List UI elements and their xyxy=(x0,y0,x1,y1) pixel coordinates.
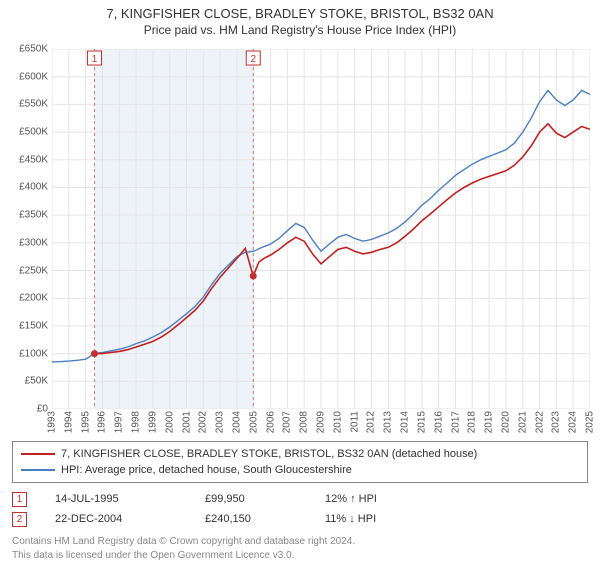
note-delta: 11% ↓ HPI xyxy=(325,513,376,525)
chart-title: 7, KINGFISHER CLOSE, BRADLEY STOKE, BRIS… xyxy=(0,0,600,21)
x-tick-label: 2019 xyxy=(484,411,495,433)
x-tick-label: 2018 xyxy=(467,411,478,433)
x-tick-label: 2015 xyxy=(416,411,427,433)
legend-label: HPI: Average price, detached house, Sout… xyxy=(61,464,352,476)
x-tick-label: 1993 xyxy=(47,411,58,433)
note-price: £99,950 xyxy=(205,493,325,505)
y-tick-label: £650K xyxy=(4,44,48,55)
x-tick-label: 2001 xyxy=(181,411,192,433)
chart: 12 £0£50K£100K£150K£200K£250K£300K£350K£… xyxy=(4,43,596,437)
note-row: 2 22-DEC-2004£240,15011% ↓ HPI xyxy=(12,509,588,529)
note-price: £240,150 xyxy=(205,513,325,525)
chart-subtitle: Price paid vs. HM Land Registry's House … xyxy=(0,21,600,43)
y-tick-label: £550K xyxy=(4,99,48,110)
x-tick-label: 2004 xyxy=(231,411,242,433)
x-tick-label: 2016 xyxy=(433,411,444,433)
x-tick-label: 2002 xyxy=(198,411,209,433)
y-tick-label: £300K xyxy=(4,237,48,248)
x-tick-label: 2023 xyxy=(551,411,562,433)
x-tick-label: 2014 xyxy=(400,411,411,433)
footer-line-1: Contains HM Land Registry data © Crown c… xyxy=(12,535,588,549)
note-date: 22-DEC-2004 xyxy=(55,513,205,525)
x-tick-label: 2006 xyxy=(265,411,276,433)
x-tick-label: 1998 xyxy=(131,411,142,433)
y-tick-label: £450K xyxy=(4,154,48,165)
y-tick-label: £50K xyxy=(4,376,48,387)
legend-item: HPI: Average price, detached house, Sout… xyxy=(21,462,579,478)
x-tick-label: 1999 xyxy=(147,411,158,433)
x-tick-label: 2003 xyxy=(215,411,226,433)
legend: 7, KINGFISHER CLOSE, BRADLEY STOKE, BRIS… xyxy=(12,441,588,483)
x-tick-label: 1996 xyxy=(97,411,108,433)
transaction-notes: 1 14-JUL-1995£99,95012% ↑ HPI 2 22-DEC-2004… xyxy=(12,489,588,529)
legend-line xyxy=(21,453,55,455)
y-tick-label: £100K xyxy=(4,348,48,359)
x-tick-label: 2022 xyxy=(534,411,545,433)
note-delta: 12% ↑ HPI xyxy=(325,493,377,505)
y-tick-label: £150K xyxy=(4,320,48,331)
x-tick-label: 2000 xyxy=(164,411,175,433)
note-marker: 2 xyxy=(12,512,27,527)
svg-text:1: 1 xyxy=(92,54,98,65)
x-tick-label: 1994 xyxy=(63,411,74,433)
x-tick-label: 1995 xyxy=(80,411,91,433)
y-tick-label: £0 xyxy=(4,404,48,415)
y-tick-label: £600K xyxy=(4,71,48,82)
svg-text:2: 2 xyxy=(250,54,256,65)
x-tick-label: 2012 xyxy=(366,411,377,433)
x-tick-label: 2007 xyxy=(282,411,293,433)
legend-item: 7, KINGFISHER CLOSE, BRADLEY STOKE, BRIS… xyxy=(21,446,579,462)
legend-label: 7, KINGFISHER CLOSE, BRADLEY STOKE, BRIS… xyxy=(61,448,477,460)
legend-line xyxy=(21,469,55,471)
x-tick-label: 2011 xyxy=(349,411,360,433)
x-tick-label: 2013 xyxy=(383,411,394,433)
y-tick-label: £200K xyxy=(4,293,48,304)
x-tick-label: 2010 xyxy=(332,411,343,433)
x-tick-label: 2020 xyxy=(500,411,511,433)
x-tick-label: 2009 xyxy=(316,411,327,433)
plot-area: 12 xyxy=(52,49,590,409)
x-tick-label: 2021 xyxy=(517,411,528,433)
y-tick-label: £400K xyxy=(4,182,48,193)
x-tick-label: 2008 xyxy=(299,411,310,433)
note-row: 1 14-JUL-1995£99,95012% ↑ HPI xyxy=(12,489,588,509)
x-tick-label: 2025 xyxy=(585,411,596,433)
y-tick-label: £250K xyxy=(4,265,48,276)
x-tick-label: 2017 xyxy=(450,411,461,433)
note-marker: 1 xyxy=(12,492,27,507)
y-tick-label: £500K xyxy=(4,127,48,138)
x-tick-label: 2005 xyxy=(248,411,259,433)
x-tick-label: 1997 xyxy=(114,411,125,433)
x-tick-label: 2024 xyxy=(568,411,579,433)
y-tick-label: £350K xyxy=(4,210,48,221)
note-date: 14-JUL-1995 xyxy=(55,493,205,505)
footer: Contains HM Land Registry data © Crown c… xyxy=(12,535,588,562)
